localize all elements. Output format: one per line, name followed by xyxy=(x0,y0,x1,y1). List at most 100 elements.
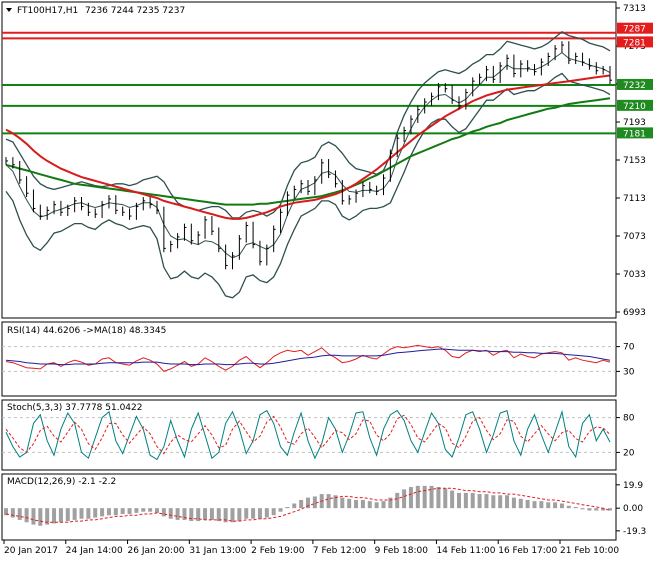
price-tick-label: 7193 xyxy=(623,118,646,128)
macd-hist-bar xyxy=(86,508,91,519)
macd-hist-bar xyxy=(477,494,482,509)
macd-pane[interactable] xyxy=(1,473,617,541)
macd-hist-bar xyxy=(559,503,564,509)
macd-hist-bar xyxy=(443,488,448,509)
price-tick-label: 7073 xyxy=(623,232,646,242)
x-tick-label: 26 Jan 20:00 xyxy=(128,546,185,556)
macd-hist-bar xyxy=(415,485,420,509)
macd-hist-bar xyxy=(230,508,235,523)
macd-hist-bar xyxy=(38,508,43,526)
level-badge-text: 7181 xyxy=(623,129,646,139)
macd-hist-bar xyxy=(4,508,8,516)
series-layer xyxy=(2,31,616,526)
macd-hist-bar xyxy=(511,497,516,509)
x-tick-label: 14 Feb 11:00 xyxy=(436,546,495,556)
macd-hist-bar xyxy=(388,497,393,509)
macd-hist-bar xyxy=(24,508,29,523)
macd-hist-bar xyxy=(367,501,372,509)
macd-hist-bar xyxy=(518,498,523,509)
macd-hist-bar xyxy=(340,497,345,509)
macd-tick-label: -19.3 xyxy=(623,527,646,537)
level-badge-7287 xyxy=(617,22,653,34)
macd-hist-bar xyxy=(72,508,77,520)
macd-hist-bar xyxy=(271,508,276,516)
rsi-tick-label: 30 xyxy=(623,367,635,377)
bollinger-lower-line xyxy=(5,72,611,299)
macd-hist-bar xyxy=(360,499,365,509)
macd-hist-bar xyxy=(566,505,571,509)
macd-hist-bar xyxy=(264,508,269,518)
macd-hist-bar xyxy=(10,508,15,518)
macd-hist-bar xyxy=(203,508,208,520)
macd-hist-bar xyxy=(381,501,386,509)
labels-layer: 7313727372337193715371137073703369937287… xyxy=(3,4,653,556)
macd-hist-bar xyxy=(457,492,461,509)
level-badge-text: 7281 xyxy=(623,38,646,48)
macd-hist-bar xyxy=(292,503,297,509)
price-tick-label: 7313 xyxy=(623,4,646,14)
macd-hist-bar xyxy=(347,498,352,509)
macd-hist-bar xyxy=(402,489,407,509)
x-tick-label: 16 Feb 17:00 xyxy=(498,546,557,556)
macd-hist-bar xyxy=(333,495,338,509)
macd-hist-bar xyxy=(58,508,63,523)
macd-hist-bar xyxy=(120,508,125,515)
macd-hist-bar xyxy=(594,508,599,511)
macd-hist-bar xyxy=(306,497,310,509)
macd-hist-bar xyxy=(31,508,36,525)
macd-hist-bar xyxy=(539,501,544,509)
macd-hist-bar xyxy=(148,508,153,512)
macd-hist-bar xyxy=(189,508,194,522)
macd-hist-bar xyxy=(175,508,180,520)
x-tick-label: 24 Jan 14:00 xyxy=(66,546,123,556)
macd-hist-bar xyxy=(498,495,503,509)
macd-signal-line xyxy=(5,487,611,523)
rsi-label: RSI(14) 44.6206 ->MA(18) 48.3345 xyxy=(7,326,166,336)
menu-triangle-icon[interactable] xyxy=(6,8,12,12)
x-tick-label: 9 Feb 18:00 xyxy=(375,546,429,556)
macd-hist-bar xyxy=(354,499,359,509)
price-tick-label: 6993 xyxy=(623,308,646,318)
macd-hist-bar xyxy=(587,508,592,511)
stoch-pane[interactable] xyxy=(1,399,617,471)
level-badge-7232 xyxy=(617,78,653,90)
x-tick-label: 2 Feb 19:00 xyxy=(251,546,305,556)
macd-hist-bar xyxy=(237,508,242,522)
macd-hist-bar xyxy=(155,508,159,513)
macd-hist-bar xyxy=(429,485,434,509)
x-tick-label: 31 Jan 13:00 xyxy=(189,546,246,556)
macd-hist-bar xyxy=(553,502,558,509)
macd-hist-bar xyxy=(395,492,400,509)
macd-hist-bar xyxy=(601,508,606,511)
macd-hist-bar xyxy=(422,485,427,509)
macd-hist-bar xyxy=(546,502,551,509)
macd-hist-bar xyxy=(257,508,262,519)
price-tick-label: 7033 xyxy=(623,270,646,280)
macd-hist-bar xyxy=(113,508,118,516)
macd-hist-bar xyxy=(299,499,304,509)
x-tick-label: 7 Feb 12:00 xyxy=(313,546,367,556)
macd-hist-bar xyxy=(326,494,331,509)
macd-tick-label: 0.00 xyxy=(623,504,643,514)
rsi-pane[interactable] xyxy=(1,321,617,397)
macd-hist-bar xyxy=(505,495,510,509)
macd-label: MACD(12,26,9) -2.1 -2.2 xyxy=(7,477,116,487)
macd-hist-bar xyxy=(580,508,585,510)
macd-hist-bar xyxy=(463,492,468,509)
macd-hist-bar xyxy=(312,496,317,509)
stoch-tick-label: 20 xyxy=(623,448,635,458)
rsi-line xyxy=(5,344,611,372)
macd-hist-bar xyxy=(251,508,256,519)
macd-hist-bar xyxy=(484,494,489,509)
macd-hist-bar xyxy=(127,508,132,515)
symbol-label: FT100H17,H1 xyxy=(17,6,78,16)
ma-red-line xyxy=(5,74,611,220)
macd-hist-bar xyxy=(65,508,70,522)
macd-hist-bar xyxy=(45,508,50,525)
level-badge-text: 7210 xyxy=(623,102,646,112)
x-tick-label: 21 Feb 10:00 xyxy=(560,546,619,556)
macd-hist-bar xyxy=(52,508,57,524)
level-badge-7181 xyxy=(617,127,653,139)
